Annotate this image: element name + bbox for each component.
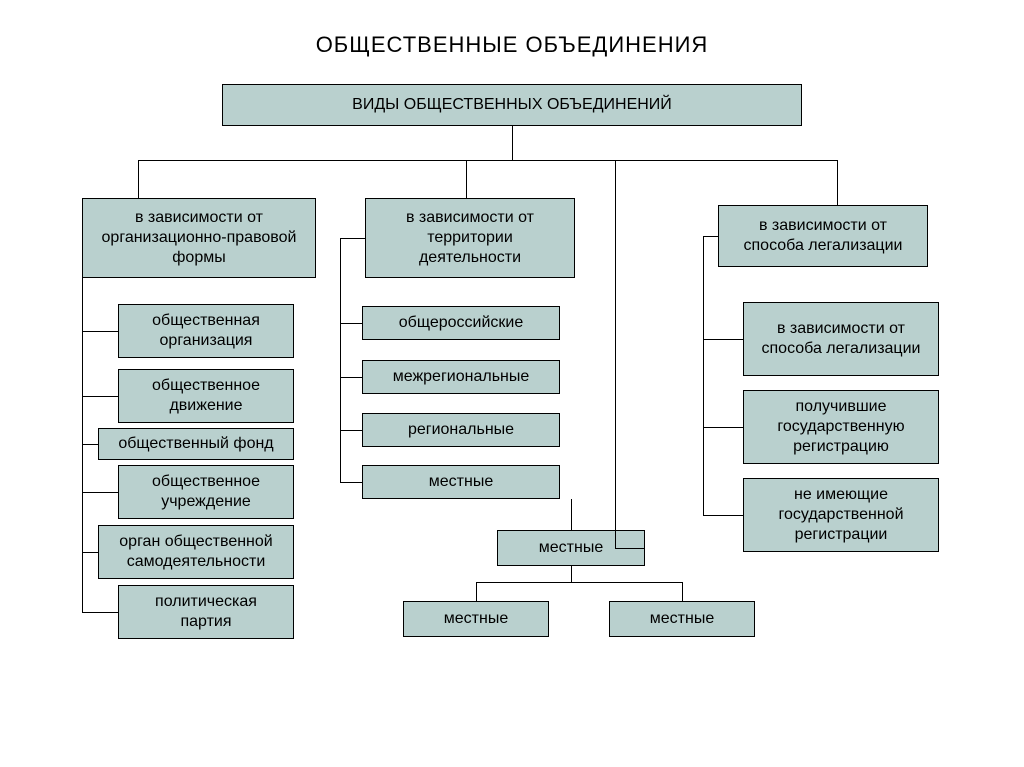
node-c1_5: орган общественной самодеятельности xyxy=(98,525,294,579)
connector-15 xyxy=(340,323,362,324)
connector-20 xyxy=(703,236,704,515)
connector-1 xyxy=(138,160,838,161)
connector-29 xyxy=(615,548,645,549)
node-c1_6: политическая партия xyxy=(118,585,294,639)
connector-10 xyxy=(82,492,118,493)
connector-27 xyxy=(476,582,477,601)
node-c1_3: общественный фонд xyxy=(98,428,294,460)
connector-26 xyxy=(476,582,682,583)
connector-25 xyxy=(571,566,572,582)
node-mid_r: местные xyxy=(609,601,755,637)
connector-18 xyxy=(340,482,362,483)
node-cat3: в зависимости от способа легализации xyxy=(718,205,928,267)
node-c2_3: региональные xyxy=(362,413,560,447)
connector-12 xyxy=(82,612,118,613)
connector-14 xyxy=(340,238,341,482)
connector-17 xyxy=(340,430,362,431)
connector-24 xyxy=(571,499,572,530)
connector-28 xyxy=(682,582,683,601)
connector-16 xyxy=(340,377,362,378)
node-mid_l: местные xyxy=(403,601,549,637)
node-c3_2: получившие государственную регистрацию xyxy=(743,390,939,464)
connector-3 xyxy=(466,160,467,198)
node-c2_2: межрегиональные xyxy=(362,360,560,394)
node-cat1: в зависимости от организационно-правовой… xyxy=(82,198,316,278)
connector-4 xyxy=(615,160,616,548)
connector-22 xyxy=(703,427,743,428)
connector-19 xyxy=(703,236,718,237)
node-c1_1: общественная организация xyxy=(118,304,294,358)
node-c1_2: общественное движение xyxy=(118,369,294,423)
node-c1_4: общественное учреждение xyxy=(118,465,294,519)
connector-7 xyxy=(82,331,118,332)
node-c2_4: местные xyxy=(362,465,560,499)
connector-13 xyxy=(340,238,365,239)
connector-0 xyxy=(512,126,513,160)
connector-8 xyxy=(82,396,118,397)
node-c3_3: не имеющие государственной регистрации xyxy=(743,478,939,552)
connector-5 xyxy=(837,160,838,205)
node-cat2: в зависимости от территории деятельности xyxy=(365,198,575,278)
page-title: ОБЩЕСТВЕННЫЕ ОБЪЕДИНЕНИЯ xyxy=(316,32,709,58)
node-c2_1: общероссийские xyxy=(362,306,560,340)
connector-6 xyxy=(82,278,83,612)
connector-2 xyxy=(138,160,139,198)
connector-23 xyxy=(703,515,743,516)
connector-9 xyxy=(82,444,98,445)
connector-21 xyxy=(703,339,743,340)
node-c3_1: в зависимости от способа легализации xyxy=(743,302,939,376)
node-root: ВИДЫ ОБЩЕСТВЕННЫХ ОБЪЕДИНЕНИЙ xyxy=(222,84,802,126)
connector-11 xyxy=(82,552,98,553)
